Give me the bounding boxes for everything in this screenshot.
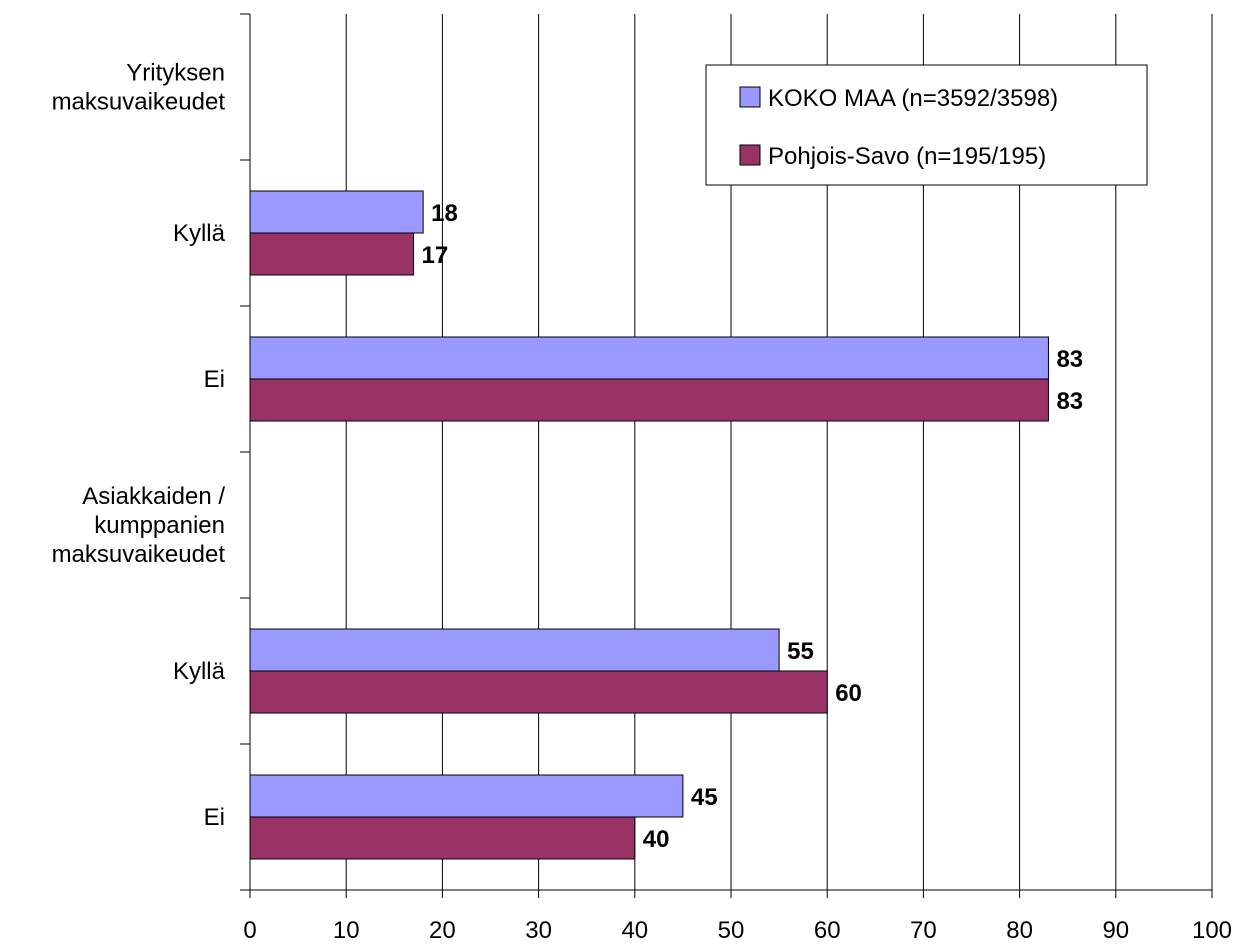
category-label: Kyllä bbox=[173, 220, 226, 247]
data-label: 55 bbox=[787, 638, 814, 665]
bar-pohjois-savo bbox=[249, 378, 1049, 422]
data-label: 18 bbox=[431, 200, 458, 227]
x-tick-label: 100 bbox=[1192, 917, 1232, 944]
x-tick-label: 80 bbox=[1006, 917, 1033, 944]
data-label: 83 bbox=[1056, 388, 1083, 415]
bar-koko-maa bbox=[249, 628, 780, 672]
bar-pohjois-savo bbox=[249, 816, 636, 860]
data-label: 83 bbox=[1056, 346, 1083, 373]
x-tick-label: 90 bbox=[1102, 917, 1129, 944]
x-tick-label: 70 bbox=[910, 917, 937, 944]
bar-koko-maa bbox=[249, 336, 1049, 380]
bars bbox=[249, 190, 1049, 860]
bar-pohjois-savo bbox=[249, 670, 828, 714]
group-label: Asiakkaiden / kumppanien maksuvaikeudet bbox=[52, 483, 226, 568]
legend-label-pohjois-savo: Pohjois-Savo (n=195/195) bbox=[768, 143, 1046, 170]
legend: KOKO MAA (n=3592/3598) Pohjois-Savo (n=1… bbox=[705, 64, 1148, 186]
x-tick-label: 30 bbox=[525, 917, 552, 944]
legend-swatch-koko-maa bbox=[739, 86, 761, 108]
bar-koko-maa bbox=[249, 190, 424, 234]
labels: 0 10 20 30 40 50 60 70 80 90 100 Yrityksen maksuvaik… bbox=[52, 60, 1232, 945]
x-tick-label: 40 bbox=[621, 917, 648, 944]
category-label: Kyllä bbox=[173, 658, 226, 685]
category-label: Ei bbox=[204, 366, 225, 393]
data-label: 17 bbox=[422, 242, 449, 269]
x-tick-label: 50 bbox=[718, 917, 745, 944]
bar-pohjois-savo bbox=[249, 232, 415, 276]
x-tick-label: 60 bbox=[814, 917, 841, 944]
legend-box bbox=[705, 64, 1148, 186]
bar-koko-maa bbox=[249, 774, 684, 818]
legend-label-koko-maa: KOKO MAA (n=3592/3598) bbox=[768, 85, 1058, 112]
category-label: Ei bbox=[204, 804, 225, 831]
x-tick-label: 10 bbox=[333, 917, 360, 944]
x-tick-label: 20 bbox=[429, 917, 456, 944]
group-label: Yrityksen maksuvaikeudet bbox=[52, 60, 226, 116]
data-label: 40 bbox=[643, 826, 670, 853]
x-tick-label: 0 bbox=[243, 917, 256, 944]
legend-swatch-pohjois-savo bbox=[739, 144, 761, 166]
data-label: 45 bbox=[691, 784, 718, 811]
axes bbox=[240, 13, 1213, 898]
data-label: 60 bbox=[835, 680, 862, 707]
